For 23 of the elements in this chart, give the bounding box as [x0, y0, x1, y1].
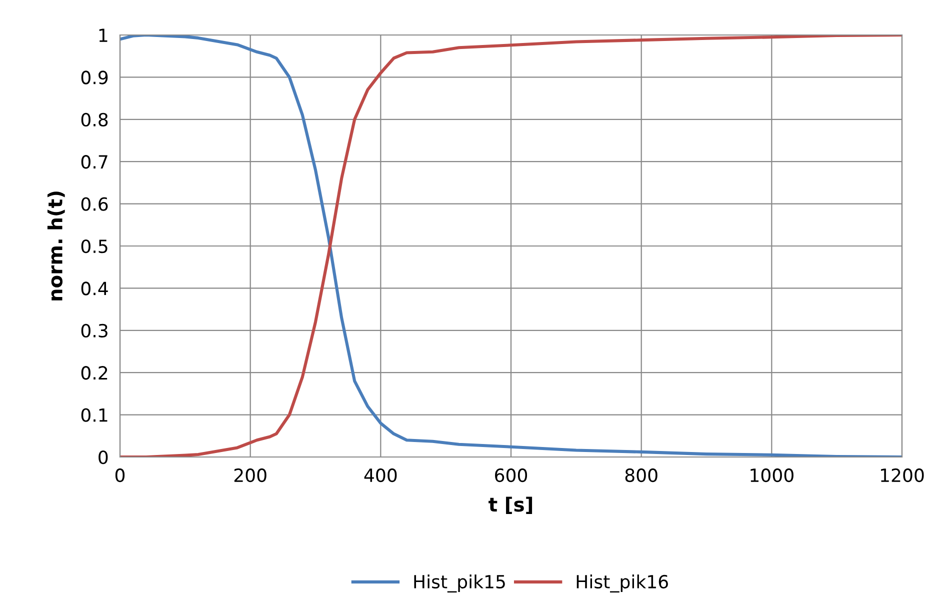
x-tick-label: 1200 [881, 468, 924, 482]
x-tick-label: 400 [364, 468, 397, 482]
y-tick-label: 0.1 [81, 408, 108, 422]
line-series [120, 35, 902, 457]
x-tick-label: 600 [495, 468, 528, 482]
x-tick-label: 200 [234, 468, 266, 482]
x-axis-title: t [s] [488, 496, 532, 514]
legend-label: Hist_pik15 [414, 574, 505, 593]
y-tick-label: 0.8 [81, 112, 108, 127]
y-tick-label: 0.4 [81, 282, 108, 296]
y-tick-label: 0.9 [81, 70, 108, 84]
y-tick-label: 0.2 [81, 366, 108, 380]
y-tick-label: 0.5 [81, 239, 108, 254]
x-tick-label: 1000 [750, 468, 794, 482]
x-tick-label: 0 [115, 468, 125, 482]
x-tick-label: 800 [625, 468, 658, 482]
y-tick-label: 1 [99, 28, 108, 42]
y-tick-label: 0.6 [81, 197, 108, 211]
legend-label: Hist_pik16 [576, 574, 668, 593]
y-axis-title: norm. h(t) [47, 192, 65, 300]
y-tick-label: 0.3 [81, 324, 108, 338]
y-tick-label: 0 [98, 450, 108, 464]
y-tick-label: 0.7 [81, 155, 108, 169]
